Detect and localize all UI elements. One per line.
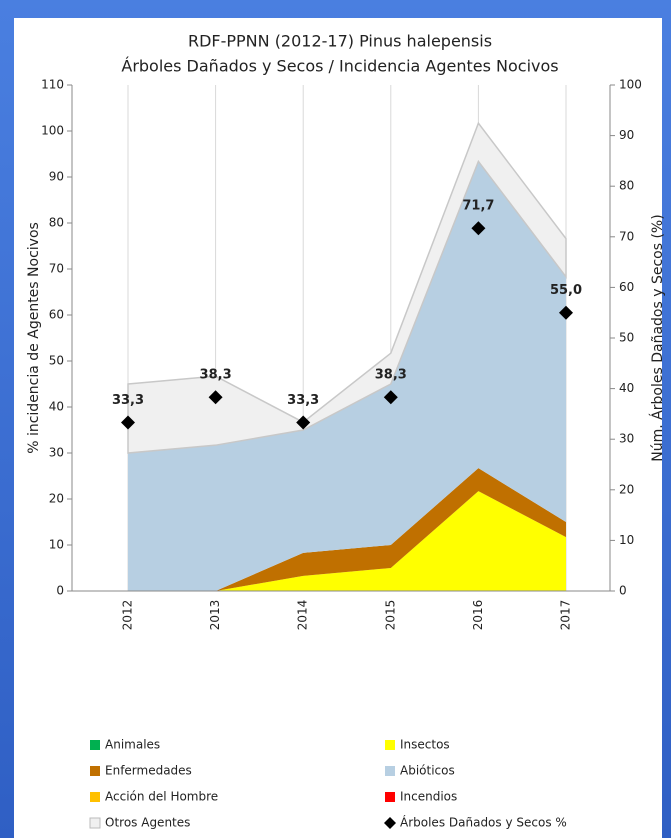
legend-label: Enfermedades [105, 764, 192, 778]
x-tick-label: 2016 [471, 600, 485, 631]
legend-swatch [385, 792, 395, 802]
y-tick-label: 40 [49, 400, 64, 414]
area [128, 468, 566, 591]
y2-tick-label: 80 [619, 179, 634, 193]
y2-tick-label: 0 [619, 584, 627, 598]
y-tick-label: 100 [41, 124, 64, 138]
y2-tick-label: 60 [619, 280, 634, 294]
x-tick-label: 2017 [559, 600, 573, 631]
x-tick-label: 2014 [296, 600, 310, 631]
legend-label: Incendios [400, 790, 457, 804]
data-label: 55,0 [550, 283, 582, 298]
y2-tick-label: 10 [619, 533, 634, 547]
x-tick-label: 2012 [121, 600, 135, 631]
x-tick-label: 2013 [208, 600, 222, 631]
y-tick-label: 30 [49, 446, 64, 460]
legend-swatch [90, 792, 100, 802]
legend-swatch [384, 817, 396, 829]
chart-title: RDF-PPNN (2012-17) Pinus halepensis [188, 32, 492, 51]
diamond-marker [208, 390, 223, 405]
diamond-marker [121, 415, 135, 430]
legend-swatch [385, 740, 395, 750]
legend-label: Abióticos [400, 764, 455, 778]
y2-tick-label: 50 [619, 331, 634, 345]
area [128, 491, 566, 591]
diamond-marker [383, 390, 398, 405]
y-tick-label: 20 [49, 492, 64, 506]
legend-swatch [385, 766, 395, 776]
y2-tick-label: 90 [619, 128, 634, 142]
y2-tick-label: 30 [619, 432, 634, 446]
y2-axis-title: Núm. Árboles Dañados y Secos (%) [649, 214, 666, 461]
y2-tick-label: 40 [619, 381, 634, 395]
data-label: 38,3 [200, 368, 232, 383]
area [128, 161, 566, 592]
data-label: 71,7 [462, 199, 494, 214]
legend-label: Acción del Hombre [105, 790, 218, 804]
data-label: 33,3 [112, 393, 144, 408]
data-label: 38,3 [375, 368, 407, 383]
y-tick-label: 50 [49, 354, 64, 368]
legend-label: Animales [105, 738, 160, 752]
legend-label: Otros Agentes [105, 816, 190, 830]
y-tick-label: 70 [49, 262, 64, 276]
legend-swatch [90, 740, 100, 750]
legend-swatch [90, 766, 100, 776]
y-tick-label: 0 [56, 584, 64, 598]
data-label: 33,3 [287, 393, 319, 408]
y-tick-label: 80 [49, 216, 64, 230]
legend-swatch [89, 817, 101, 829]
diamond-marker [471, 221, 486, 236]
chart-subtitle: Árboles Dañados y Secos / Incidencia Age… [121, 57, 558, 76]
y2-tick-label: 70 [619, 229, 634, 243]
y-tick-label: 60 [49, 308, 64, 322]
y-tick-label: 110 [41, 78, 64, 92]
legend-label: Árboles Dañados y Secos % [400, 815, 567, 830]
y-tick-label: 10 [49, 538, 64, 552]
y-tick-label: 90 [49, 170, 64, 184]
diamond-marker [559, 305, 573, 320]
x-tick-label: 2015 [383, 600, 397, 631]
legend-label: Insectos [400, 738, 450, 752]
diamond-marker [296, 415, 311, 430]
y-axis-title: % incidencia de Agentes Nocivos [26, 222, 42, 454]
y2-tick-label: 20 [619, 482, 634, 496]
y2-tick-label: 100 [619, 78, 642, 92]
